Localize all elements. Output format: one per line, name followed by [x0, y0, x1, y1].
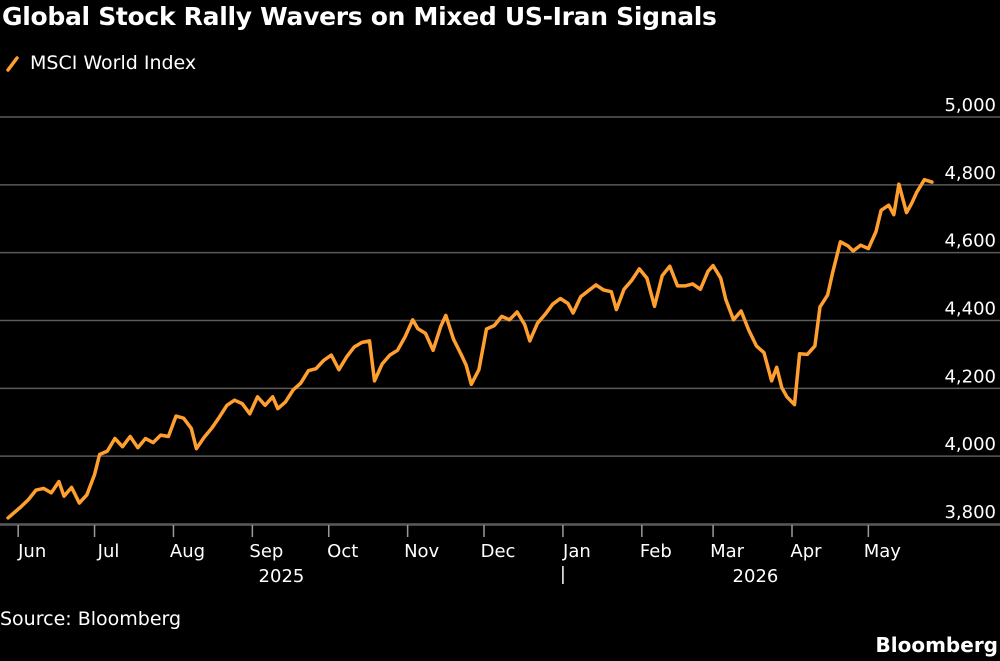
x-tick-label-aug: Aug [170, 541, 205, 562]
legend-swatch-icon [4, 52, 26, 74]
x-tick-label-may: May [864, 541, 902, 562]
x-tick-label-jan: Jan [562, 541, 591, 562]
series-layer [6, 177, 934, 520]
source-note: Source: Bloomberg [0, 608, 182, 630]
x-axis-ticks: Jun Jul Aug Sep Oct Nov Dec Jan Feb Mar Apr May 2025… [17, 525, 901, 587]
series-line-msci-world-index [6, 177, 934, 520]
y-tick-label-4000: 4,000 [944, 434, 996, 455]
x-tick-label-mar: Mar [710, 541, 745, 562]
y-axis-ticks: 3,800 4,000 4,200 4,400 4,600 4,800 5,000 [944, 95, 996, 523]
y-tick-label-3800: 3,800 [944, 502, 996, 523]
x-tick-label-apr: Apr [790, 541, 822, 562]
gridlines [0, 116, 1000, 526]
x-year-label-2025: 2025 [259, 566, 305, 587]
x-tick-label-jun: Jun [17, 541, 46, 562]
x-tick-label-feb: Feb [640, 541, 672, 562]
x-tick-label-dec: Dec [481, 541, 516, 562]
legend-label: MSCI World Index [30, 52, 197, 74]
legend: MSCI World Index [4, 50, 196, 76]
y-tick-label-5000: 5,000 [944, 95, 996, 116]
y-tick-label-4200: 4,200 [944, 366, 996, 387]
x-tick-label-nov: Nov [404, 541, 439, 562]
y-tick-label-4600: 4,600 [944, 231, 996, 252]
x-year-label-2026: 2026 [733, 566, 779, 587]
brand-logo: Bloomberg [875, 633, 998, 657]
chart-title: Global Stock Rally Wavers on Mixed US-Ir… [2, 2, 717, 31]
y-tick-label-4400: 4,400 [944, 299, 996, 320]
y-tick-label-4800: 4,800 [944, 163, 996, 184]
x-tick-label-oct: Oct [327, 541, 358, 562]
x-tick-label-sep: Sep [249, 541, 283, 562]
x-tick-label-jul: Jul [97, 541, 120, 562]
